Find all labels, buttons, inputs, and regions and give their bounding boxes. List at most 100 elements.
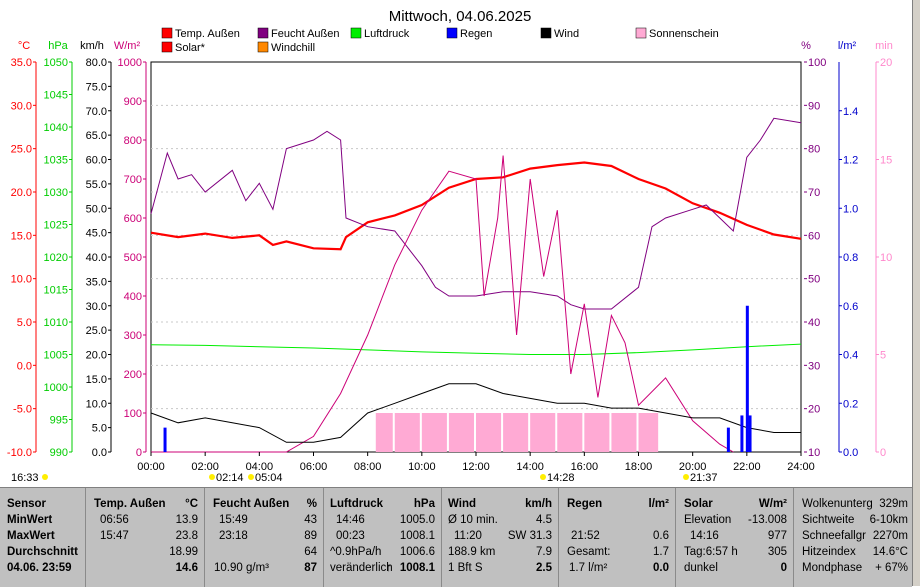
pressure-trend-text: veränderlich <box>330 562 392 574</box>
left-axis-tick-label: 10.0 <box>11 274 32 286</box>
right-axis-tick-label: 80 <box>808 144 820 156</box>
marker-dot <box>683 474 689 480</box>
left-axis-tick-label: 0.0 <box>92 447 107 459</box>
rain-current: 0.0 <box>653 562 669 574</box>
moonphase: + 67% <box>875 562 908 574</box>
humidity-current: 87 <box>304 562 317 574</box>
visibility: 6-10km <box>869 514 908 526</box>
x-axis-tick-label: 08:00 <box>354 461 382 473</box>
left-axis-tick-label: 80.0 <box>86 57 107 69</box>
marker-dot <box>248 474 254 480</box>
left-axis-tick-label: 500 <box>124 252 142 264</box>
right-axis-tick-label: 90 <box>808 100 820 112</box>
right-axis-tick-label: 70 <box>808 187 820 199</box>
right-axis-tick-label: 0.8 <box>843 252 858 264</box>
visibility-label: Sichtweite <box>802 514 855 526</box>
legend-label: Wind <box>554 28 579 40</box>
series-line <box>150 161 802 251</box>
wind-run: 188.9 km <box>448 546 496 558</box>
sunshine-bar <box>375 413 393 452</box>
heatindex: 14.6°C <box>872 546 908 558</box>
temp-avg: 18.99 <box>169 546 198 558</box>
rain-max: 0.6 <box>653 530 669 542</box>
right-axis-unit: % <box>801 40 811 52</box>
temp-column: Temp. Außen °C 06:56 13.9 15:47 23.8 18.… <box>86 488 205 587</box>
left-axis-tick-label: 25.0 <box>11 144 32 156</box>
rain-bar <box>745 305 749 452</box>
sunshine-bar <box>503 413 529 452</box>
x-axis-tick-label: 22:00 <box>733 461 761 473</box>
wind-current: 2.5 <box>536 562 552 574</box>
sensor-column: Sensor MinWert MaxWert Durchschnitt 04.0… <box>0 488 86 587</box>
sunshine-bar <box>448 413 474 452</box>
left-axis-tick-label: 1025 <box>44 220 68 232</box>
scrollbar-edge[interactable] <box>912 0 920 586</box>
right-axis-tick-label: 100 <box>808 57 826 69</box>
weather-chart: Mittwoch, 04.06.2025 Temp. Außen Feucht A… <box>7 8 893 484</box>
wind-bft: 1 Bft S <box>448 562 483 574</box>
right-axis-tick-label: 0.6 <box>843 301 858 313</box>
left-axis-tick-label: 995 <box>50 415 68 427</box>
sunshine-bars <box>375 413 659 452</box>
right-axis-tick-label: 0.0 <box>843 447 858 459</box>
sunshine-bar <box>421 413 447 452</box>
rain-max-time: 21:52 <box>571 530 600 542</box>
marker-label: 14:28 <box>547 472 575 484</box>
wind-column: Wind km/h Ø 10 min. 4.5 11:20 SW 31.3 18… <box>442 488 559 587</box>
left-axis-tick-label: 30.0 <box>11 100 32 112</box>
right-axis-tick-label: 20 <box>808 404 820 416</box>
humidity-max-time: 23:18 <box>219 530 248 542</box>
temp-max: 23.8 <box>175 530 198 542</box>
sunshine-bar <box>394 413 420 452</box>
wind-unit: km/h <box>525 498 552 510</box>
left-axis-tick-label: 65.0 <box>86 130 107 142</box>
pressure-avg: 1006.6 <box>399 546 435 558</box>
snowline: 2270m <box>872 530 908 542</box>
humidity-max: 89 <box>304 530 317 542</box>
right-axis-tick-label: 20 <box>880 57 892 69</box>
cloudbase-label: Wolkenunterg <box>802 498 873 510</box>
solar-max: 977 <box>767 530 787 542</box>
left-axis-tick-label: -5.0 <box>13 404 32 416</box>
left-axis-tick-label: 50.0 <box>86 203 107 215</box>
rain-unit: l/m² <box>648 498 669 510</box>
left-axis-tick-label: 1000 <box>44 382 68 394</box>
chart-axes: °C 35.0 30.0 25.0 20.0 15.0 10.0 5.0 0.0 -5.0 -10.… <box>7 40 893 459</box>
sunshine-bar <box>476 413 502 452</box>
series-line <box>150 343 802 355</box>
left-axis-tick-label: 35.0 <box>86 276 107 288</box>
marker-label: 02:14 <box>216 472 244 484</box>
right-axis-tick-label: 60 <box>808 230 820 242</box>
legend-label: Temp. Außen <box>175 28 240 40</box>
extra-column: Wolkenunterg 329m Sichtweite 6-10km Schn… <box>794 488 912 587</box>
marker-label: 05:04 <box>255 472 283 484</box>
left-axis-tick-label: 40.0 <box>86 252 107 264</box>
left-axis-tick-label: 800 <box>124 135 142 147</box>
left-axis-tick-label: 25.0 <box>86 325 107 337</box>
left-axis-tick-label: 1040 <box>44 122 68 134</box>
event-markers: 16:33 02:14 05:04 14:28 21:37 <box>11 472 718 484</box>
sensor-title: Sensor <box>7 498 46 510</box>
stats-panel: Sensor MinWert MaxWert Durchschnitt 04.0… <box>0 487 912 587</box>
left-axis-tick-label: 75.0 <box>86 81 107 93</box>
right-axis-tick-label: 0.4 <box>843 350 858 362</box>
pressure-up-arrow-icon: ↑ <box>386 562 392 574</box>
left-axis-tick-label: 990 <box>50 447 68 459</box>
chart-title: Mittwoch, 04.06.2025 <box>389 8 532 25</box>
right-axis-tick-label: 10 <box>880 252 892 264</box>
left-axis-tick-label: 1045 <box>44 90 68 102</box>
left-axis-tick-label: 1010 <box>44 317 68 329</box>
left-axis-tick-label: 1030 <box>44 187 68 199</box>
x-axis-tick-label: 12:00 <box>462 461 490 473</box>
left-axis-tick-label: 15.0 <box>86 374 107 386</box>
pressure-trend: ^0.9hPa/h <box>330 546 382 558</box>
marker-label: 21:37 <box>690 472 718 484</box>
x-axis-tick-label: 02:00 <box>191 461 219 473</box>
snowline-label: Schneefallgr <box>802 530 866 542</box>
rain-column: Regen l/m² 21:52 0.6 Gesamt: 1.7 1.7 l/m… <box>559 488 676 587</box>
temp-title: Temp. Außen <box>94 498 166 510</box>
left-axis-tick-label: 100 <box>124 408 142 420</box>
pressure-min-time: 14:46 <box>336 514 365 526</box>
plot-area <box>150 61 802 453</box>
solar-current: 0 <box>780 562 787 574</box>
